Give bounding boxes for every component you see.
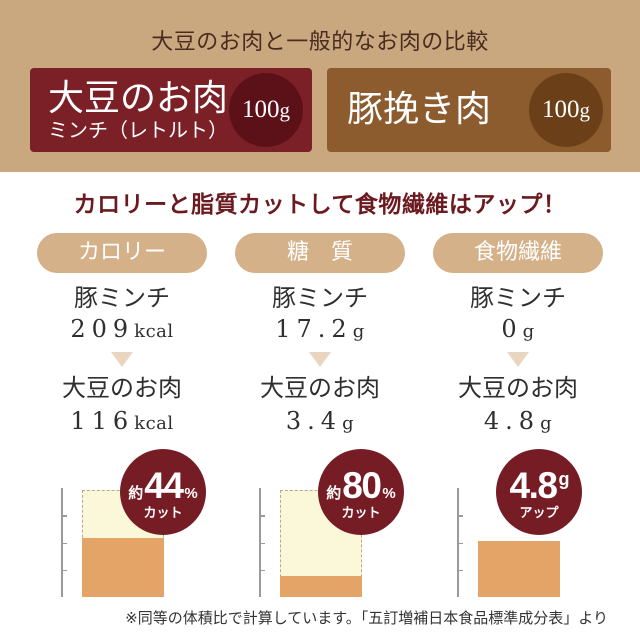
calorie-column: カロリー 豚ミンチ 209kcal 大豆のお肉 116kcal 約 44 % カ… <box>23 0 221 640</box>
chart-axis <box>61 488 67 597</box>
chart-axis <box>457 488 463 597</box>
soy-product-name: 大豆のお肉 <box>48 78 229 119</box>
axis-tick <box>61 542 67 544</box>
calorie-soy-unit: kcal <box>134 413 174 434</box>
soy-amount-badge: 100 g <box>229 73 303 147</box>
fiber-soy-name: 大豆のお肉 <box>458 374 578 402</box>
axis-tick <box>259 542 265 544</box>
pork-product-name: 豚挽き肉 <box>347 89 492 130</box>
badge-suffix: g <box>558 469 570 489</box>
axis-tick <box>61 569 67 572</box>
headline: カロリーと脂質カットして食物繊維はアップ！ <box>73 192 567 218</box>
badge-suffix: % <box>184 485 198 502</box>
page-title: 大豆のお肉と一般的なお肉の比較 <box>151 30 489 55</box>
fiber-pork-unit: g <box>522 321 535 342</box>
soy-product-subtitle: ミンチ（レトルト） <box>48 118 228 142</box>
badge-prefix: 約 <box>326 485 342 502</box>
sugar-soy-unit: g <box>342 413 355 434</box>
sugar-pork-number: 17.2 <box>275 315 353 343</box>
axis-tick <box>457 542 463 544</box>
soy-meat-bar <box>280 575 362 597</box>
axis-tick <box>457 515 463 517</box>
axis-tick <box>61 515 67 517</box>
pork-product-card: 豚挽き肉 100 g <box>327 68 611 152</box>
badge-caption: カット <box>341 505 381 520</box>
down-arrow-icon <box>111 352 133 367</box>
chart-plot-area <box>478 490 560 597</box>
fiber-pork-number: 0 <box>501 315 523 343</box>
pork-amount-badge: 100 g <box>529 73 603 147</box>
down-arrow-icon <box>309 352 331 367</box>
axis-tick <box>259 569 265 572</box>
badge-value: 4.8 <box>509 465 558 506</box>
axis-tick <box>457 569 463 572</box>
calorie-soy-name: 大豆のお肉 <box>62 374 182 402</box>
badge-figure: 4.8 g <box>509 467 570 504</box>
sugar-column: 糖 質 豚ミンチ 17.2g 大豆のお肉 3.4g 約 80 % カット <box>221 0 419 640</box>
fiber-pork-value: 0g <box>419 314 617 347</box>
soy-meat-bar <box>82 537 164 597</box>
badge-caption: カット <box>143 505 183 520</box>
calorie-pork-name: 豚ミンチ <box>74 284 170 312</box>
badge-value: 44 <box>144 465 184 506</box>
calorie-pork-unit: kcal <box>134 321 174 342</box>
chart-axis <box>259 488 265 597</box>
soy-amount-value: 100 <box>242 96 280 123</box>
sugar-soy-name: 大豆のお肉 <box>260 374 380 402</box>
sugar-label-pill: 糖 質 <box>235 233 405 273</box>
soy-product-card: 大豆のお肉 ミンチ（レトルト） 100 g <box>30 68 312 152</box>
pork-amount-value: 100 <box>542 96 580 123</box>
sugar-pork-name: 豚ミンチ <box>272 284 368 312</box>
down-arrow-icon <box>507 352 529 367</box>
sugar-pork-value: 17.2g <box>221 314 419 347</box>
badge-caption: アップ <box>519 505 559 520</box>
calorie-soy-number: 116 <box>70 407 135 435</box>
pork-amount-unit: g <box>579 98 591 122</box>
fiber-soy-unit: g <box>540 413 553 434</box>
badge-suffix: % <box>382 485 396 502</box>
badge-figure: 約 44 % <box>128 467 198 504</box>
fiber-soy-number: 4.8 <box>483 407 541 435</box>
fiber-column: 食物繊維 豚ミンチ 0g 大豆のお肉 4.8g 4.8 g アップ <box>419 0 617 640</box>
calorie-label-pill: カロリー <box>37 233 207 273</box>
sugar-soy-number: 3.4 <box>285 407 343 435</box>
sugar-pork-unit: g <box>352 321 365 342</box>
badge-figure: 約 80 % <box>326 467 396 504</box>
soy-amount-unit: g <box>279 98 291 122</box>
fiber-pork-name: 豚ミンチ <box>470 284 566 312</box>
sugar-soy-value: 3.4g <box>221 406 419 439</box>
badge-value: 80 <box>342 465 382 506</box>
calorie-soy-value: 116kcal <box>23 406 221 439</box>
sugar-reduction-badge: 約 80 % カット <box>318 449 404 535</box>
calorie-pork-number: 209 <box>70 315 135 343</box>
calorie-pork-value: 209kcal <box>23 314 221 347</box>
header-band: 大豆のお肉と一般的なお肉の比較 大豆のお肉 ミンチ（レトルト） 100 g 豚挽き… <box>0 0 640 172</box>
fiber-label-pill: 食物繊維 <box>433 233 603 273</box>
footnote: ※同等の体積比で計算しています。「五訂増補日本食品標準成分表」より <box>125 609 608 627</box>
badge-prefix: 約 <box>128 485 144 502</box>
fiber-increase-badge: 4.8 g アップ <box>496 449 582 535</box>
calorie-reduction-badge: 約 44 % カット <box>120 449 206 535</box>
soy-meat-bar <box>478 541 560 597</box>
fiber-soy-value: 4.8g <box>419 406 617 439</box>
axis-tick <box>259 515 265 517</box>
